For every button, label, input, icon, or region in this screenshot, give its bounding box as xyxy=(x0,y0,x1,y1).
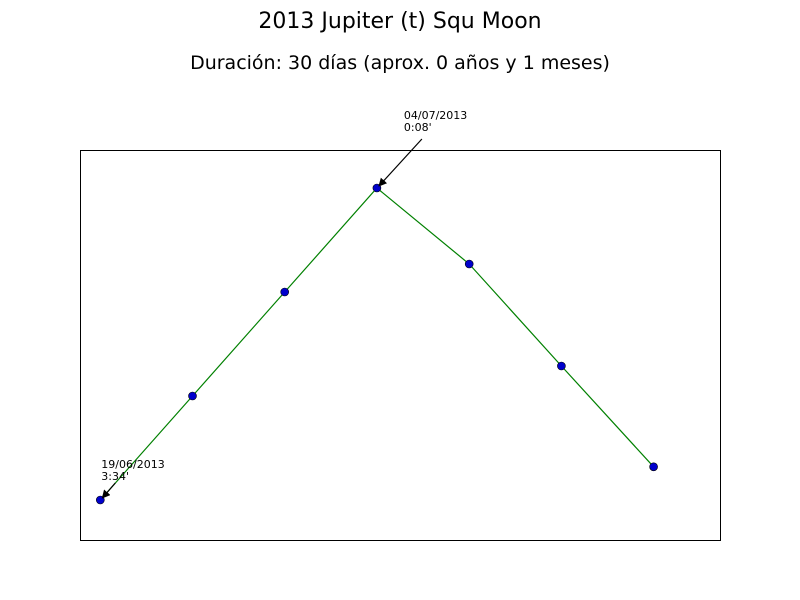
data-point-2 xyxy=(280,287,290,297)
points-layer xyxy=(96,183,658,505)
annotation-date-0: 19/06/2013 xyxy=(101,458,164,471)
chart-subtitle: Duración: 30 días (aprox. 0 años y 1 mes… xyxy=(190,52,610,74)
plot-area xyxy=(80,150,721,541)
annotation-time-1: 0:08' xyxy=(404,121,432,134)
annotation-arrow-1 xyxy=(378,138,423,187)
data-point-5 xyxy=(557,361,566,371)
data-point-6 xyxy=(649,462,658,472)
annotation-date-1: 04/07/2013 xyxy=(404,109,467,122)
chart-title: 2013 Jupiter (t) Squ Moon xyxy=(258,9,541,34)
data-point-4 xyxy=(464,259,474,269)
annotation-arrow-0 xyxy=(101,482,116,499)
data-point-1 xyxy=(188,391,197,401)
annotation-time-0: 3:34' xyxy=(101,470,129,483)
